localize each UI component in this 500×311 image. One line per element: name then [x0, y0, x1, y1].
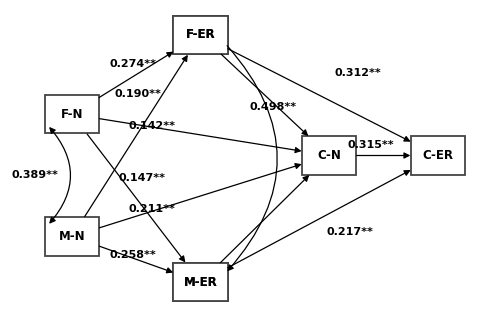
Text: 0.389**: 0.389**: [12, 170, 58, 180]
Text: C-N: C-N: [317, 149, 341, 162]
FancyBboxPatch shape: [45, 217, 99, 256]
Text: M-ER: M-ER: [184, 276, 218, 289]
FancyBboxPatch shape: [45, 95, 99, 133]
Text: 0.147**: 0.147**: [119, 174, 166, 183]
Text: M-N: M-N: [58, 230, 86, 243]
Text: 0.217**: 0.217**: [326, 227, 374, 237]
Text: F-ER: F-ER: [186, 28, 216, 41]
FancyBboxPatch shape: [302, 137, 356, 174]
Text: 0.211**: 0.211**: [129, 204, 176, 214]
Text: 0.258**: 0.258**: [109, 250, 156, 260]
Text: 0.274**: 0.274**: [109, 59, 156, 69]
Text: 0.315**: 0.315**: [348, 140, 395, 150]
Text: C-ER: C-ER: [422, 149, 454, 162]
FancyBboxPatch shape: [174, 263, 228, 301]
Text: 0.312**: 0.312**: [334, 68, 381, 78]
FancyBboxPatch shape: [174, 16, 228, 54]
Text: M-ER: M-ER: [184, 276, 218, 289]
FancyBboxPatch shape: [410, 137, 465, 174]
Text: 0.190**: 0.190**: [114, 89, 161, 100]
Text: F-ER: F-ER: [186, 28, 216, 41]
Text: F-N: F-N: [61, 108, 83, 121]
Text: 0.142**: 0.142**: [129, 122, 176, 132]
FancyBboxPatch shape: [174, 263, 228, 301]
Text: 0.498**: 0.498**: [250, 102, 297, 112]
FancyBboxPatch shape: [174, 16, 228, 54]
